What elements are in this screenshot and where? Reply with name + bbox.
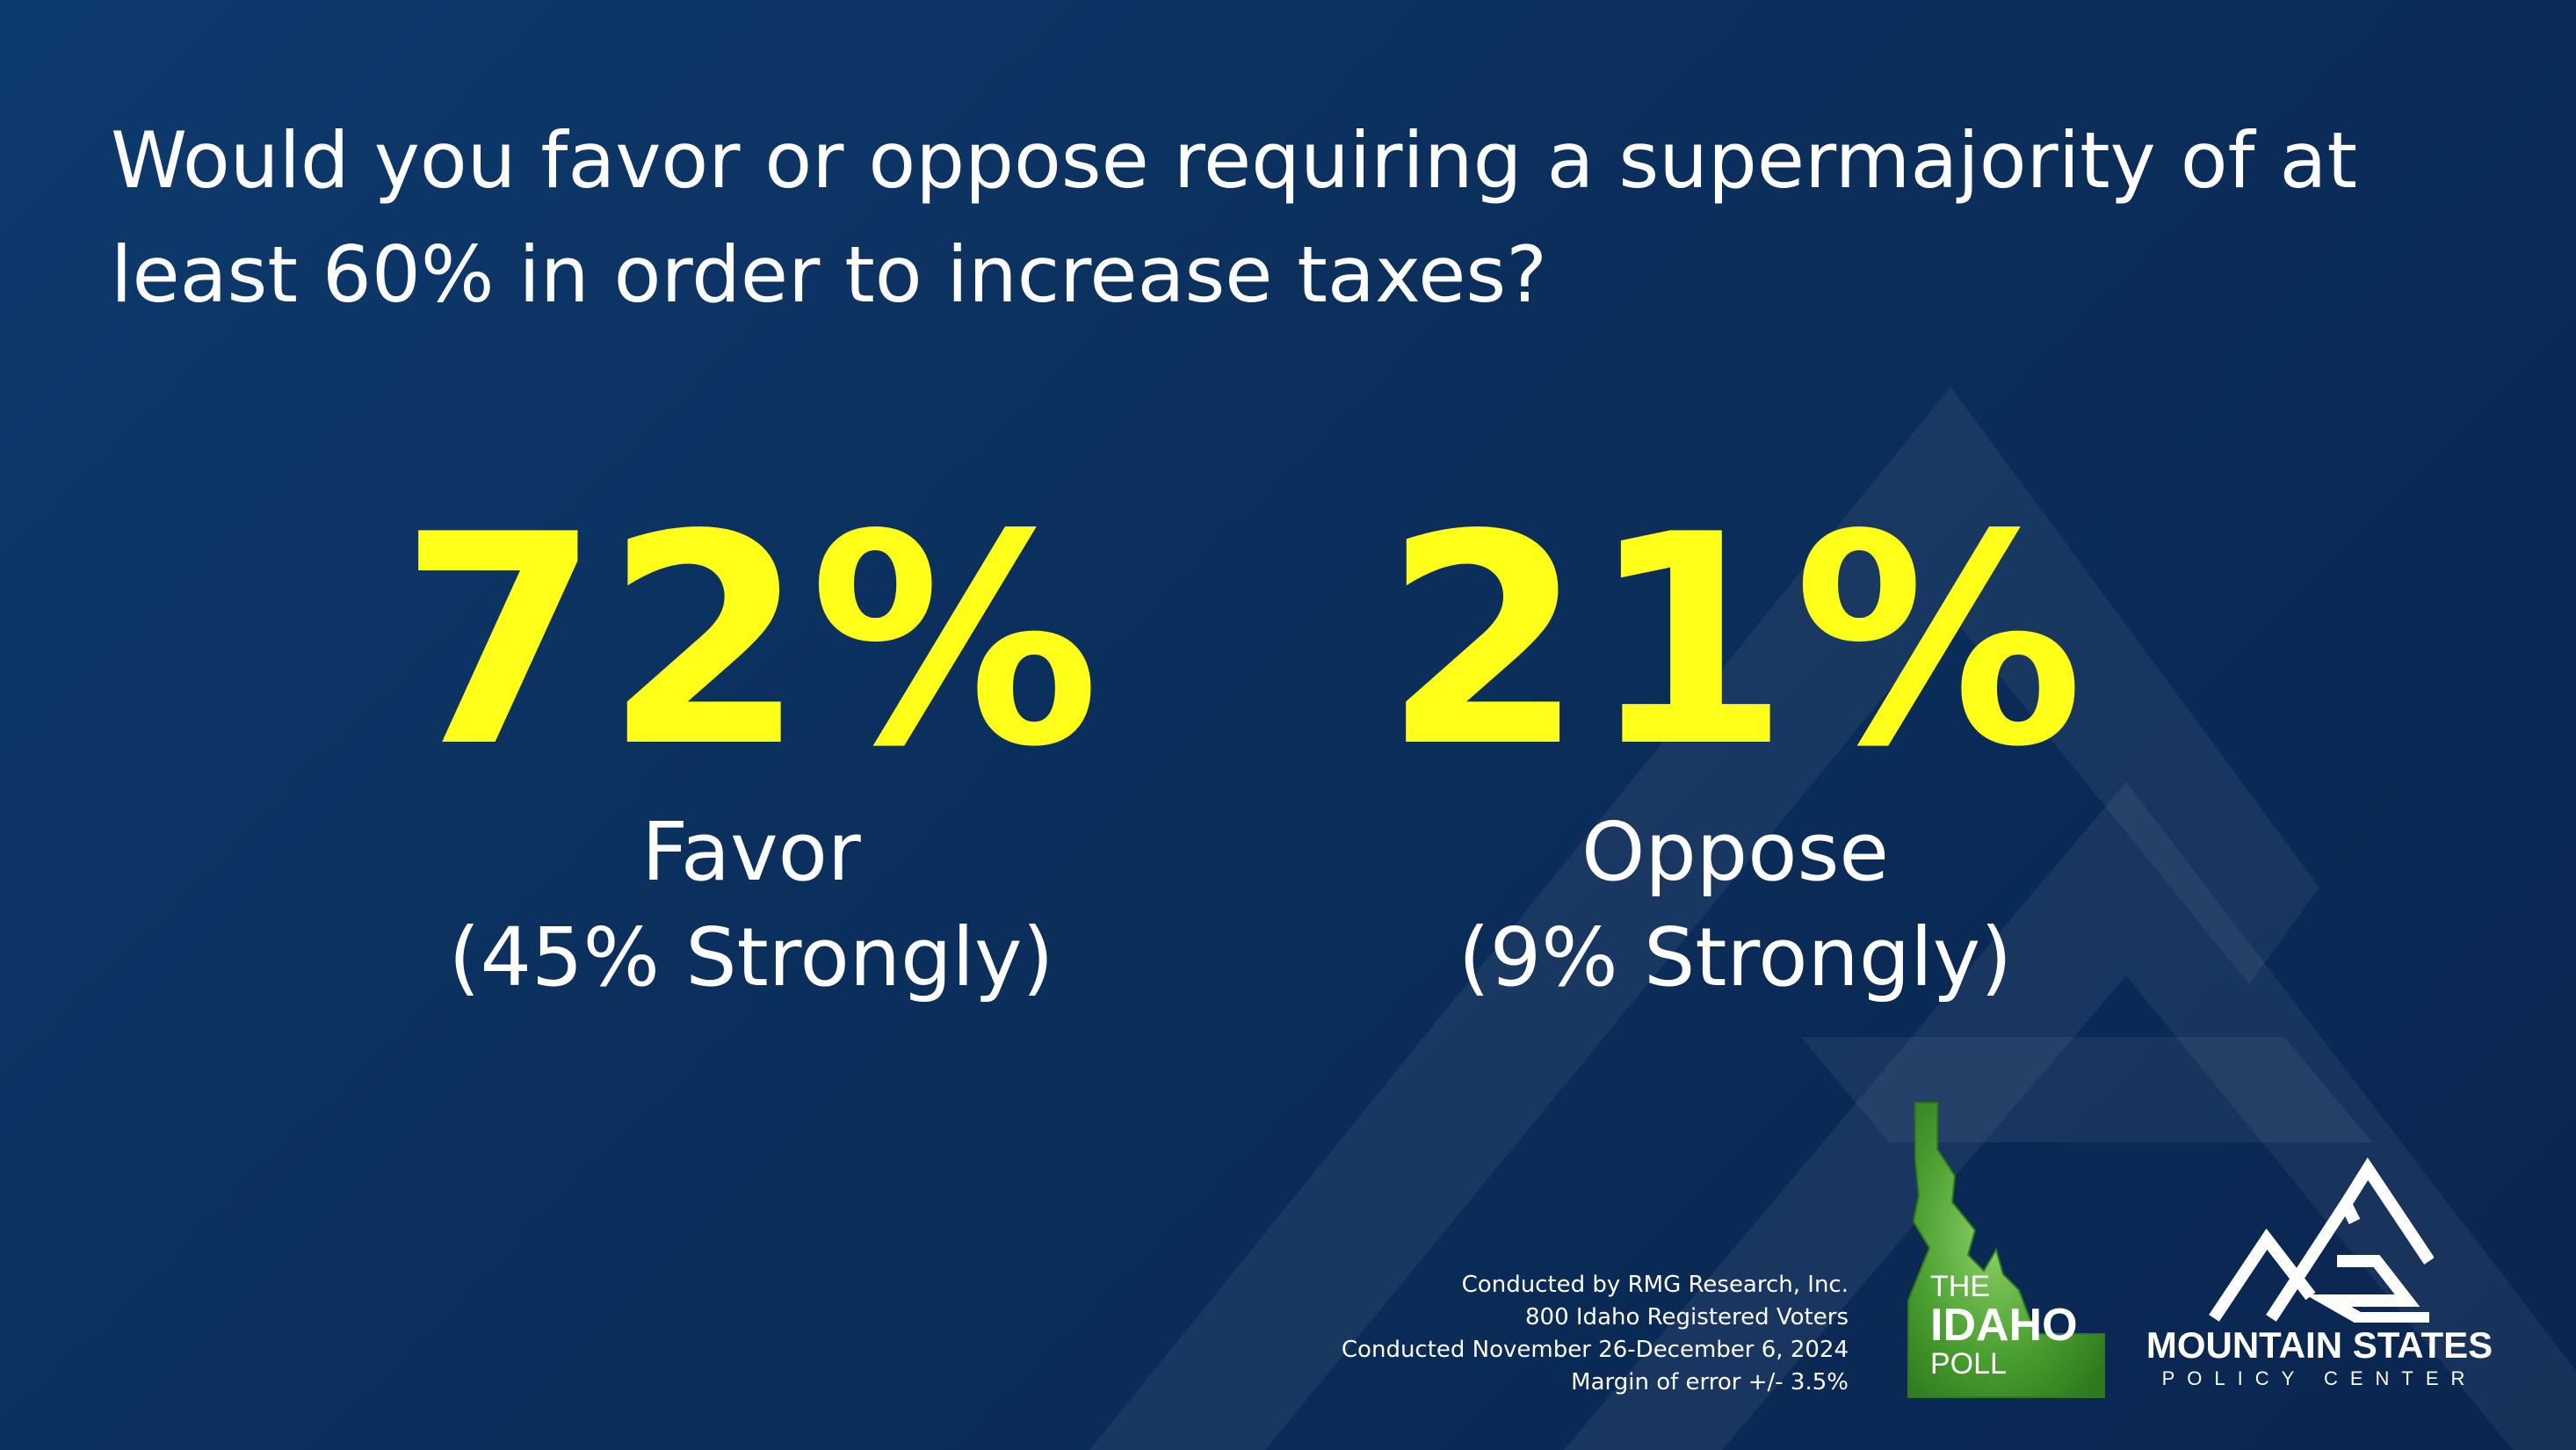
favor-label: Favor (641, 805, 861, 899)
methodology-line: Conducted by RMG Research, Inc. (1461, 1272, 1849, 1298)
idaho-state-icon (1907, 1102, 2105, 1398)
methodology-line: Margin of error +/- 3.5% (1571, 1369, 1849, 1396)
favor-percent: 72% (399, 473, 1103, 810)
oppose-strongly: (9% Strongly) (1458, 910, 2013, 1004)
oppose-label: Oppose (1581, 805, 1890, 899)
idaho-poll-poll: POLL (1930, 1347, 2007, 1381)
mountain-states-name: MOUNTAIN STATES (2145, 1324, 2493, 1366)
methodology-line: Conducted November 26-December 6, 2024 (1341, 1337, 1849, 1363)
mountain-states-logo-icon (2209, 1157, 2434, 1323)
idaho-poll-idaho: IDAHO (1930, 1300, 2078, 1351)
oppose-stat: 21% Oppose (9% Strongly) (1340, 492, 2131, 1011)
favor-strongly: (45% Strongly) (448, 910, 1054, 1004)
methodology-note: Conducted by RMG Research, Inc. 800 Idah… (1342, 1269, 1849, 1399)
poll-question: Would you favor or oppose requiring a su… (111, 115, 2357, 320)
favor-stat: 72% Favor (45% Strongly) (356, 492, 1147, 1011)
policy-center-subtitle: POLICY CENTER (2161, 1367, 2478, 1389)
methodology-line: 800 Idaho Registered Voters (1525, 1304, 1849, 1330)
idaho-poll-the: THE (1930, 1270, 1990, 1303)
idaho-poll-logo-text: THE IDAHO POLL (1930, 1272, 2078, 1379)
oppose-percent: 21% (1383, 473, 2088, 810)
